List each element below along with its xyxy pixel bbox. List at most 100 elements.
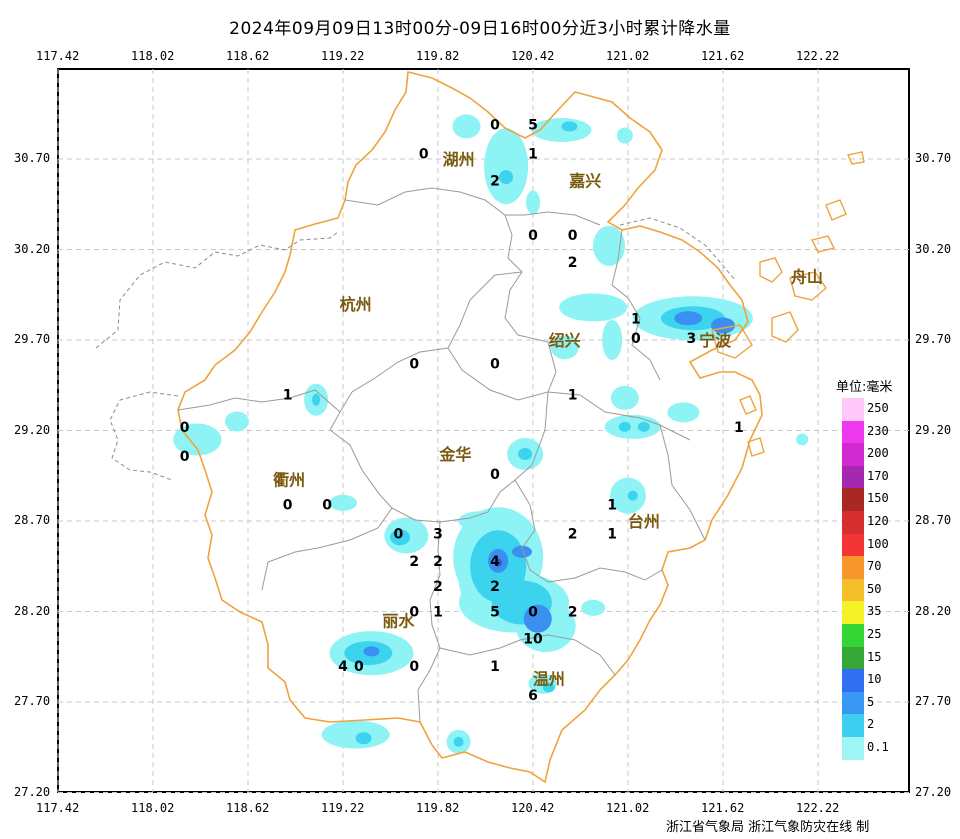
station-value: 0 — [409, 357, 419, 373]
station-value: 2 — [490, 579, 500, 595]
legend: 单位:毫米 250 230 200 170 150 120 100 70 50 35 25 15 10 5… — [832, 376, 918, 760]
rainfall-patch — [329, 494, 357, 511]
station-value: 0 — [180, 420, 190, 436]
lat-tick-label: 28.20 — [14, 603, 51, 618]
legend-item: 0.1 — [832, 736, 918, 760]
island-outline — [825, 199, 847, 221]
legend-swatch — [842, 669, 864, 692]
lat-tick-label: 29.70 — [14, 332, 51, 346]
rainfall-patch — [604, 414, 661, 439]
legend-item: 2 — [832, 714, 918, 737]
lat-tick-label: 27.70 — [915, 694, 952, 708]
legend-item: 170 — [832, 465, 918, 489]
island-outline — [789, 271, 827, 301]
rainfall-patch — [321, 720, 390, 749]
station-value: 1 — [734, 420, 744, 436]
rainfall-patch — [526, 190, 540, 215]
legend-swatch — [842, 556, 864, 579]
legend-swatch — [842, 510, 864, 534]
legend-swatch — [842, 691, 864, 715]
station-value: 0 — [409, 605, 419, 621]
city-label: 杭州 — [340, 295, 372, 314]
station-value: 2 — [568, 527, 578, 543]
lat-tick-label: 28.70 — [14, 513, 51, 527]
lat-tick-label: 27.70 — [14, 694, 51, 708]
rainfall-patch — [458, 511, 507, 531]
legend-item: 35 — [832, 601, 918, 624]
rainfall-patch — [363, 646, 380, 657]
lat-tick-label: 30.20 — [14, 241, 51, 256]
station-value: 1 — [631, 311, 641, 327]
legend-item: 230 — [832, 420, 918, 444]
station-value: 0 — [568, 228, 578, 244]
station-value: 2 — [433, 554, 443, 570]
legend-swatch — [842, 420, 864, 444]
rainfall-patch — [390, 529, 410, 546]
rainfall-patch — [610, 385, 639, 410]
city-label: 金华 — [438, 445, 471, 464]
lat-lon-grid — [57, 69, 909, 793]
legend-swatch — [842, 623, 864, 647]
legend-item: 15 — [832, 646, 918, 670]
rainfall-patch — [559, 293, 628, 322]
legend-item: 250 — [832, 398, 918, 421]
neighbor-boundary — [95, 231, 339, 349]
rainfall-fill — [173, 114, 809, 754]
legend-item: 25 — [832, 623, 918, 647]
rainfall-patch — [523, 604, 552, 633]
station-value: 2 — [433, 579, 443, 595]
station-value: 6 — [528, 688, 538, 704]
rainfall-patch — [550, 335, 579, 360]
city-boundaries — [177, 187, 706, 723]
rainfall-patch — [355, 732, 372, 745]
rainfall-patch — [602, 320, 623, 360]
rainfall-patch — [667, 402, 700, 423]
rainfall-patch — [796, 433, 809, 446]
rainfall-patch — [593, 225, 625, 266]
lon-tick-label: 119.82 — [416, 49, 460, 63]
station-value: 1 — [528, 147, 538, 163]
city-label: 绍兴 — [549, 331, 581, 350]
lon-tick-label: 122.22 — [796, 49, 840, 63]
legend-label: 70 — [867, 559, 882, 574]
neighbor-boundary — [109, 391, 179, 481]
station-value: 1 — [490, 659, 500, 675]
station-value: 0 — [631, 331, 641, 347]
legend-label: 250 — [867, 401, 889, 415]
station-value: 1 — [607, 527, 617, 543]
legend-label: 2 — [867, 717, 875, 732]
legend-swatch — [842, 736, 864, 760]
lat-tick-label: 29.70 — [915, 332, 952, 346]
lon-tick-label: 121.02 — [606, 801, 650, 815]
lat-tick-label: 29.20 — [915, 422, 952, 437]
station-value: 0 — [180, 449, 190, 465]
station-value: 0 — [322, 498, 332, 514]
lon-tick-label: 118.02 — [131, 801, 175, 815]
map-title: 2024年09月09日13时00分-09日16时00分近3小时累计降水量 — [229, 19, 731, 39]
legend-label: 170 — [867, 468, 889, 483]
station-value: 1 — [568, 387, 578, 403]
rainfall-patch — [312, 393, 321, 406]
rainfall-patch — [452, 114, 481, 139]
lon-tick-label: 122.22 — [796, 801, 840, 815]
island-outline — [711, 324, 753, 359]
legend-item: 50 — [832, 578, 918, 602]
rainfall-patch — [542, 682, 555, 693]
island-outline — [771, 311, 799, 343]
legend-swatch — [842, 578, 864, 602]
legend-swatch — [842, 488, 864, 511]
island-outline — [739, 395, 757, 415]
legend-label: 10 — [867, 672, 882, 687]
station-value: 0 — [419, 147, 429, 163]
legend-item: 120 — [832, 510, 918, 534]
rainfall-patch — [637, 421, 650, 432]
lon-tick-label: 120.42 — [511, 801, 555, 815]
legend-swatch — [842, 601, 864, 624]
legend-label: 120 — [867, 513, 889, 528]
lon-tick-label: 118.02 — [131, 49, 175, 63]
rainfall-patch — [499, 170, 514, 185]
station-value: 4 — [338, 659, 348, 675]
